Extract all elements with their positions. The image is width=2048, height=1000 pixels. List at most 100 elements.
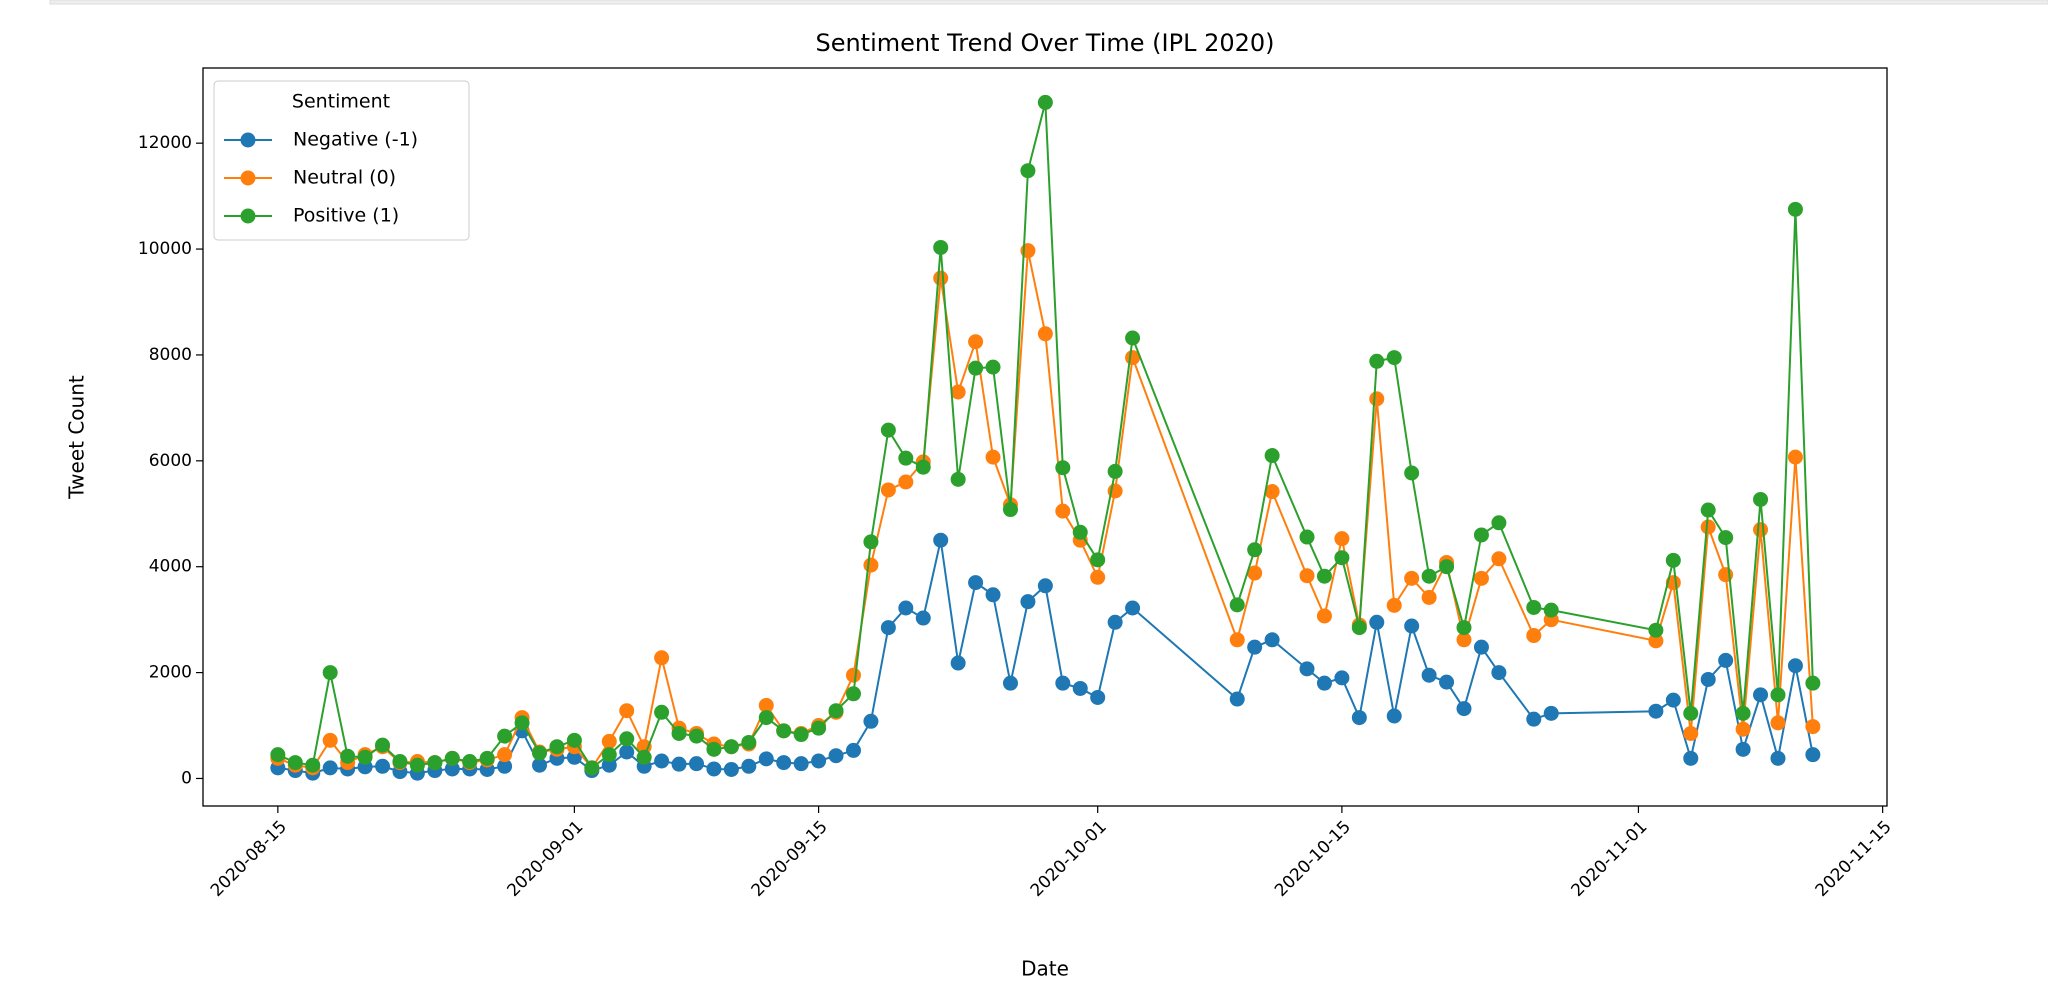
y-tick-label: 12000 xyxy=(138,133,192,153)
y-tick-label: 8000 xyxy=(149,345,192,365)
x-axis-label: Date xyxy=(1021,957,1069,981)
data-point xyxy=(566,749,582,765)
data-point xyxy=(270,747,286,763)
data-point xyxy=(1229,597,1245,613)
legend-swatch-marker xyxy=(240,170,256,186)
data-point xyxy=(1055,503,1071,519)
data-point xyxy=(1805,747,1821,763)
data-point xyxy=(654,753,670,769)
data-point xyxy=(1369,353,1385,369)
data-point xyxy=(985,359,1001,375)
data-point xyxy=(1299,568,1315,584)
data-point xyxy=(723,761,739,777)
data-point xyxy=(1526,711,1542,727)
data-point xyxy=(497,747,513,763)
data-point xyxy=(636,739,652,755)
data-point xyxy=(1316,675,1332,691)
legend-label: Positive (1) xyxy=(293,205,399,227)
data-point xyxy=(1090,569,1106,585)
data-point xyxy=(1648,703,1664,719)
data-point xyxy=(1735,741,1751,757)
data-point xyxy=(601,757,617,773)
data-point xyxy=(1020,594,1036,610)
data-point xyxy=(1299,661,1315,677)
data-point xyxy=(758,710,774,726)
data-point xyxy=(1770,687,1786,703)
data-point xyxy=(1125,600,1141,616)
data-point xyxy=(1718,567,1734,583)
data-point xyxy=(1735,721,1751,737)
data-point xyxy=(671,725,687,741)
data-point xyxy=(375,737,391,753)
data-point xyxy=(1700,502,1716,518)
data-point xyxy=(1718,652,1734,668)
data-point xyxy=(619,744,635,760)
data-point xyxy=(1334,531,1350,547)
data-point xyxy=(1753,491,1769,507)
data-point xyxy=(880,620,896,636)
y-tick-label: 4000 xyxy=(149,557,192,577)
data-point xyxy=(654,704,670,720)
data-point xyxy=(1316,568,1332,584)
data-point xyxy=(1543,705,1559,721)
data-point xyxy=(793,756,809,772)
data-point xyxy=(1404,465,1420,481)
data-point xyxy=(1299,529,1315,545)
data-point xyxy=(985,449,1001,465)
y-tick-label: 6000 xyxy=(149,451,192,471)
data-point xyxy=(968,360,984,376)
data-point xyxy=(1002,502,1018,518)
data-point xyxy=(549,739,565,755)
data-point xyxy=(1473,570,1489,586)
data-point xyxy=(1456,632,1472,648)
data-point xyxy=(1543,602,1559,618)
data-point xyxy=(1491,551,1507,567)
data-point xyxy=(1247,565,1263,581)
data-point xyxy=(619,731,635,747)
data-point xyxy=(566,732,582,748)
data-point xyxy=(1351,620,1367,636)
data-point xyxy=(1665,552,1681,568)
data-point xyxy=(863,713,879,729)
data-point xyxy=(950,655,966,671)
data-point xyxy=(1700,671,1716,687)
data-point xyxy=(479,750,495,766)
data-point xyxy=(1456,620,1472,636)
data-point xyxy=(1648,633,1664,649)
data-point xyxy=(1683,750,1699,766)
y-tick-label: 2000 xyxy=(149,663,192,683)
data-point xyxy=(601,747,617,763)
data-point xyxy=(1473,527,1489,543)
data-point xyxy=(1229,632,1245,648)
data-point xyxy=(1316,608,1332,624)
data-point xyxy=(1351,710,1367,726)
data-point xyxy=(1770,750,1786,766)
data-point xyxy=(514,715,530,731)
x-tick-label: 2020-09-01 xyxy=(503,817,587,901)
data-point xyxy=(1002,675,1018,691)
data-point xyxy=(1247,542,1263,558)
data-point xyxy=(444,750,460,766)
data-point xyxy=(619,703,635,719)
data-point xyxy=(444,761,460,777)
data-point xyxy=(1090,689,1106,705)
data-point xyxy=(968,334,984,350)
data-point xyxy=(427,755,443,771)
data-point xyxy=(1247,639,1263,655)
data-point xyxy=(1439,674,1455,690)
data-point xyxy=(584,760,600,776)
data-point xyxy=(497,758,513,774)
data-point xyxy=(1020,163,1036,179)
x-tick-label: 2020-09-15 xyxy=(748,817,832,901)
data-point xyxy=(1369,614,1385,630)
data-point xyxy=(898,600,914,616)
legend-box xyxy=(213,80,470,241)
data-point xyxy=(1770,715,1786,731)
data-point xyxy=(532,745,548,761)
data-point xyxy=(845,686,861,702)
legend-swatch-marker xyxy=(240,132,256,148)
data-point xyxy=(1718,530,1734,546)
data-point xyxy=(322,732,338,748)
plot-frame xyxy=(202,67,1888,807)
data-point xyxy=(863,557,879,573)
